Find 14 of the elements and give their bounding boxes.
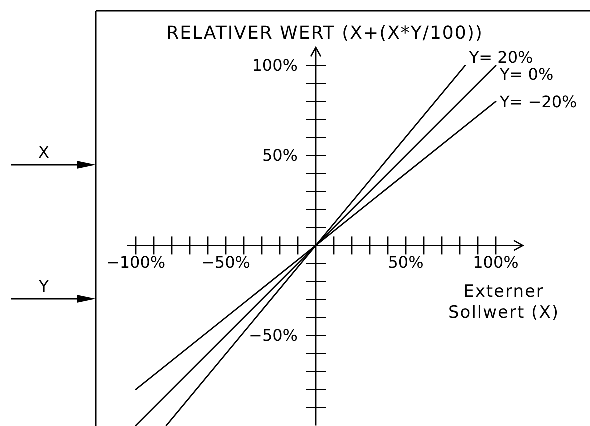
- series-label: Y= −20%: [499, 92, 578, 112]
- y-tick-label: 50%: [262, 146, 298, 165]
- text: Y: [38, 277, 50, 296]
- chart-title: RELATIVER WERT (X+(X*Y/100)): [166, 23, 484, 44]
- x-tick-label: −100%: [106, 253, 166, 272]
- x-axis-title: Externer Sollwert (X): [448, 282, 560, 323]
- x-tick-label: 50%: [388, 253, 424, 272]
- x-tick-label: −50%: [202, 253, 250, 272]
- series-label: Y= 20%: [468, 48, 534, 67]
- y-tick-label: 100%: [252, 56, 298, 75]
- y-tick-label: −50%: [249, 326, 298, 345]
- series-label: Y= 0%: [499, 64, 554, 84]
- x-tick-label: 100%: [473, 253, 519, 272]
- text: X: [38, 143, 50, 162]
